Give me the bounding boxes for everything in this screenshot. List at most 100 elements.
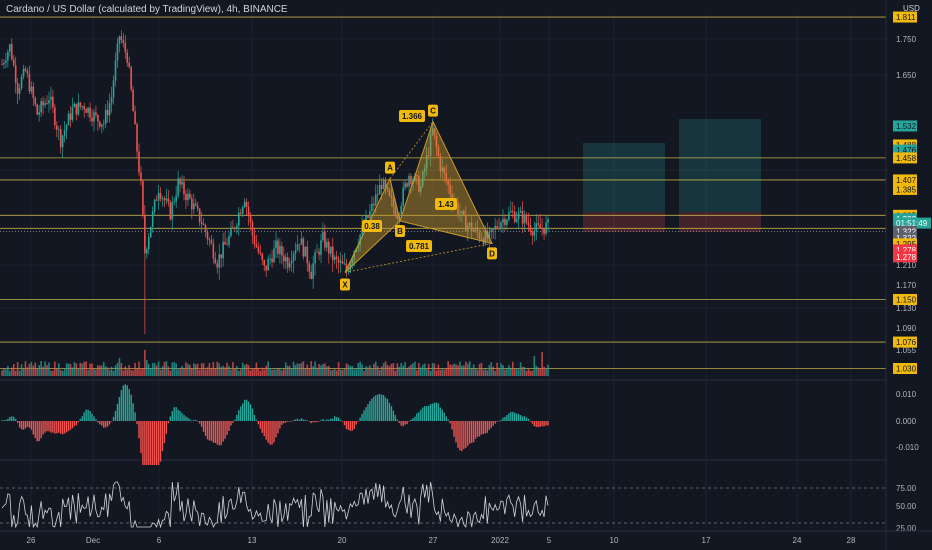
macd-bar — [318, 421, 320, 422]
candle-body — [437, 147, 440, 156]
price-tag-level-1458 — [893, 152, 917, 164]
candle-body — [91, 117, 93, 122]
volume-bar — [151, 362, 154, 376]
macd-bar — [140, 421, 142, 454]
macd-bar — [16, 421, 19, 424]
candle-body — [484, 230, 487, 244]
candle-body — [224, 241, 226, 245]
macd-tick-label: 0.000 — [896, 417, 917, 426]
volume-bar — [38, 365, 40, 376]
macd-bar — [122, 385, 125, 421]
time-tick-label: 20 — [338, 536, 347, 545]
macd-bar — [517, 414, 520, 421]
price-axis[interactable]: 1.7501.6501.2101.1701.1301.0901.0551.020… — [885, 0, 932, 550]
candle-body — [204, 224, 207, 233]
volume-bar — [474, 368, 477, 376]
volume-bar — [535, 365, 538, 376]
candle-body — [326, 241, 328, 248]
price-tag-level-1076 — [893, 336, 917, 348]
position-zones — [583, 119, 761, 232]
candle-body — [513, 211, 516, 222]
volume-bar — [210, 368, 213, 376]
macd-bar — [169, 416, 172, 421]
candle-body — [335, 256, 338, 260]
volume-bar — [189, 364, 191, 376]
candle-body — [488, 231, 491, 239]
macd-bar — [377, 394, 379, 421]
volume-bar — [24, 361, 27, 376]
candle-body — [374, 194, 377, 206]
candle-body — [57, 128, 60, 130]
long-position-stop-zone-2 — [679, 212, 761, 232]
candle-body — [269, 258, 271, 260]
volume-bar — [267, 361, 269, 376]
volume-bar — [398, 366, 401, 376]
volume-bar — [290, 368, 293, 376]
candle-body — [290, 260, 293, 264]
macd-bar — [373, 396, 375, 421]
macd-bar — [365, 407, 367, 421]
candle-body — [28, 73, 31, 92]
pattern-bcd-triangle — [399, 120, 493, 245]
time-tick-label: 10 — [610, 536, 619, 545]
macd-bar — [146, 421, 148, 465]
macd-bar — [77, 421, 80, 423]
macd-bar — [189, 419, 191, 421]
candle-body — [357, 245, 359, 249]
volume-bar — [245, 363, 248, 376]
volume-bar — [380, 366, 383, 376]
macd-bar — [492, 421, 494, 426]
candle-body — [1, 64, 3, 65]
price-tick-label: 1.210 — [896, 261, 917, 270]
candle-body — [402, 187, 404, 206]
candle-body — [410, 175, 412, 184]
pattern-point-c-text: C — [430, 107, 436, 116]
volume-bar — [296, 363, 299, 376]
macd-bar — [459, 421, 461, 451]
macd-bar — [265, 421, 267, 440]
volume-bar — [427, 363, 430, 376]
macd-bar — [294, 419, 297, 421]
volume-bar — [543, 366, 545, 376]
volume-bar — [63, 369, 66, 376]
volume-bar — [443, 369, 446, 376]
volume-bar — [55, 368, 58, 376]
candle-body — [147, 237, 150, 250]
macd-bar — [455, 421, 457, 443]
macd-bar — [1, 420, 3, 421]
volume-bar — [504, 369, 506, 376]
candle-body — [126, 52, 129, 63]
horizontal-level-lines — [0, 16, 886, 369]
volume-bar — [163, 362, 166, 376]
macd-bar — [545, 421, 547, 426]
time-tick-label: 28 — [847, 536, 856, 545]
volume-bar — [173, 361, 176, 376]
time-axis[interactable]: 26 Dec 6 13 20 27 2022 5 10 17 24 28 — [0, 530, 932, 545]
candle-body — [517, 212, 520, 219]
price-tick-label: 1.750 — [896, 35, 917, 44]
volume-bar — [441, 368, 444, 376]
time-tick-label: 5 — [547, 536, 552, 545]
macd-bar — [142, 421, 144, 465]
candle-body — [263, 260, 266, 266]
candle-body — [271, 258, 273, 263]
time-tick-label: 27 — [429, 536, 438, 545]
volume-bar — [482, 369, 485, 376]
candle-body — [187, 193, 189, 201]
price-tag-level-1278-b — [893, 251, 917, 263]
time-tick-label: 6 — [157, 536, 162, 545]
macd-bar — [144, 421, 146, 465]
volume-bar — [102, 362, 105, 376]
macd-bar — [65, 421, 68, 433]
macd-bar — [541, 421, 543, 427]
macd-bar — [396, 419, 399, 421]
time-tick-label: 13 — [248, 536, 257, 545]
candle-body — [316, 251, 318, 253]
volume-bar — [40, 361, 42, 376]
price-tag-level-1278-a — [893, 244, 917, 256]
pattern-point-a-label — [385, 161, 395, 174]
volume-bar — [253, 369, 256, 376]
macd-bar — [457, 421, 459, 448]
macd-tick-label: -0.010 — [896, 443, 919, 452]
